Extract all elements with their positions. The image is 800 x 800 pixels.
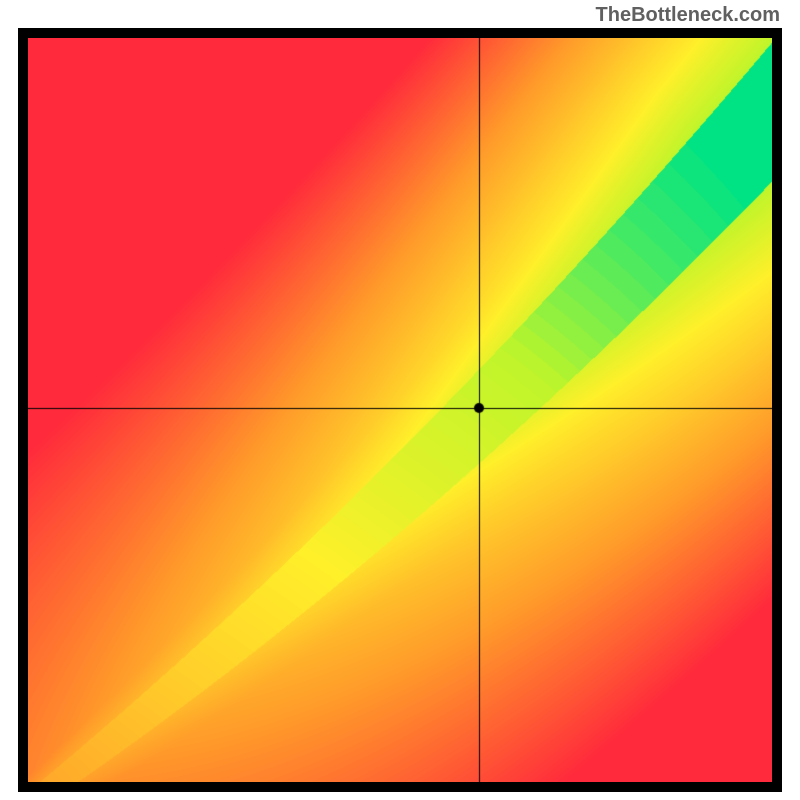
- chart-container: TheBottleneck.com: [0, 0, 800, 800]
- chart-frame: [18, 28, 782, 792]
- watermark-label: TheBottleneck.com: [596, 4, 780, 27]
- heatmap-canvas: [28, 38, 772, 782]
